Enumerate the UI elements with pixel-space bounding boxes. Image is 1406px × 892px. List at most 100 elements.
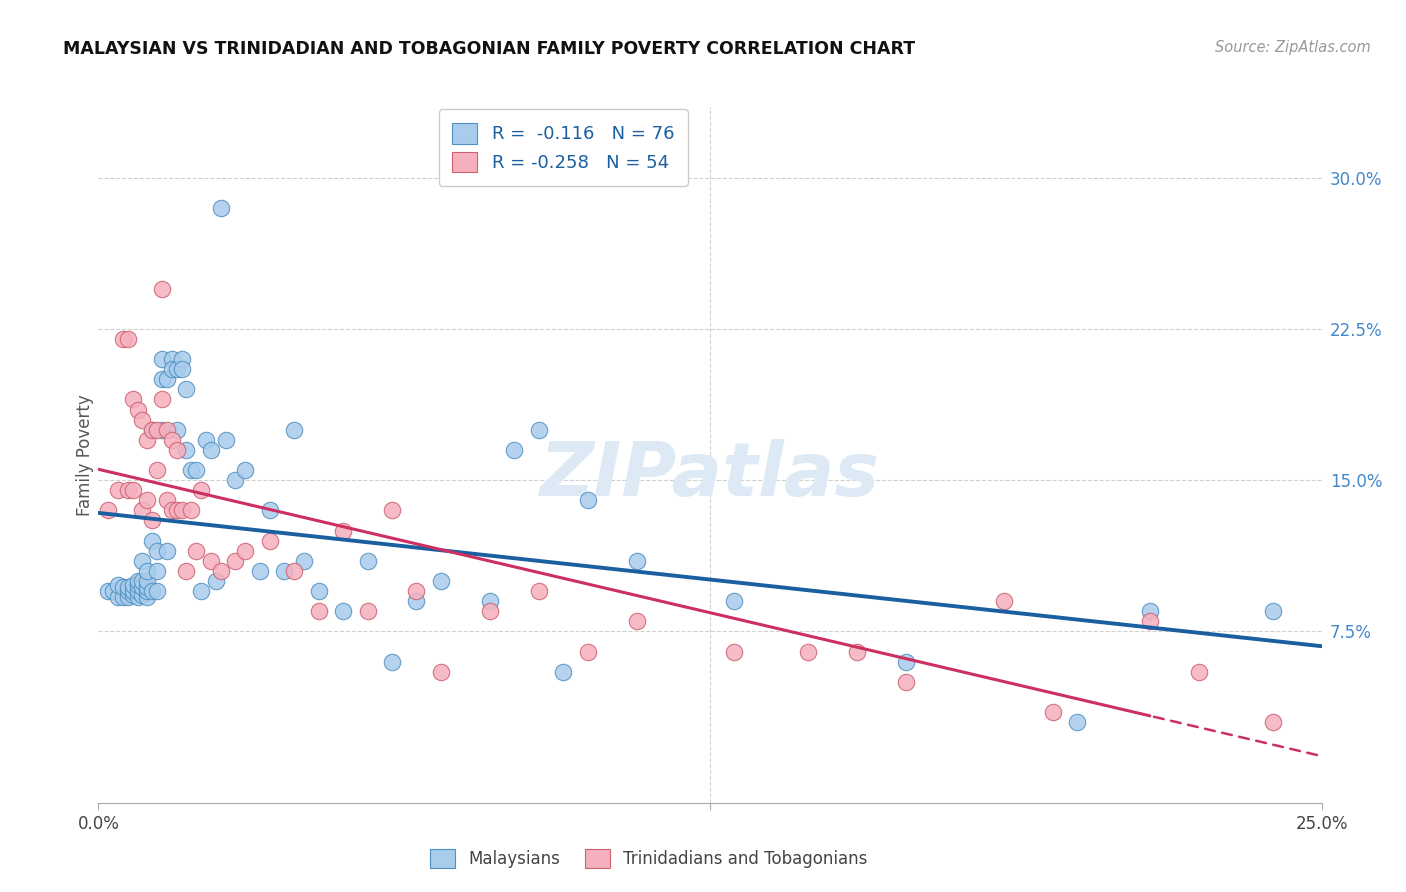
Point [127, 402, 149, 417]
Point [136, 493, 159, 508]
Point [190, 584, 212, 599]
Point [332, 604, 354, 618]
Point [146, 463, 169, 477]
Point [626, 615, 648, 629]
Point [107, 590, 129, 604]
Point [190, 483, 212, 498]
Point [176, 442, 198, 457]
Point [111, 590, 134, 604]
Point [186, 463, 208, 477]
Point [723, 594, 745, 608]
Point [117, 584, 139, 599]
Point [136, 580, 159, 594]
Point [150, 281, 173, 295]
Point [121, 588, 143, 602]
Point [156, 543, 179, 558]
Point [107, 578, 129, 592]
Point [283, 423, 305, 437]
Point [146, 543, 169, 558]
Point [626, 554, 648, 568]
Point [576, 644, 599, 658]
Point [131, 554, 153, 568]
Point [723, 644, 745, 658]
Point [107, 483, 129, 498]
Point [356, 604, 378, 618]
Point [195, 433, 218, 447]
Point [127, 574, 149, 588]
Point [1188, 665, 1211, 679]
Legend: Malaysians, Trinidadians and Tobagonians: Malaysians, Trinidadians and Tobagonians [423, 842, 875, 874]
Point [224, 554, 246, 568]
Point [121, 392, 143, 407]
Point [200, 554, 222, 568]
Point [430, 665, 453, 679]
Point [478, 604, 501, 618]
Point [405, 584, 427, 599]
Point [150, 352, 173, 367]
Point [894, 655, 917, 669]
Point [131, 588, 153, 602]
Point [131, 412, 153, 426]
Point [141, 423, 163, 437]
Point [186, 543, 208, 558]
Point [136, 590, 159, 604]
Point [121, 483, 143, 498]
Point [117, 483, 139, 498]
Point [478, 594, 501, 608]
Point [170, 503, 193, 517]
Point [993, 594, 1015, 608]
Text: ZIPatlas: ZIPatlas [540, 439, 880, 512]
Point [356, 554, 378, 568]
Point [233, 463, 256, 477]
Point [127, 590, 149, 604]
Point [1066, 715, 1088, 730]
Point [156, 493, 179, 508]
Point [209, 201, 232, 215]
Point [381, 655, 404, 669]
Point [146, 423, 169, 437]
Point [166, 442, 188, 457]
Point [283, 564, 305, 578]
Point [259, 503, 281, 517]
Point [797, 644, 820, 658]
Point [273, 564, 295, 578]
Point [894, 674, 917, 689]
Point [527, 423, 550, 437]
Point [117, 590, 139, 604]
Point [176, 564, 198, 578]
Point [121, 584, 143, 599]
Point [111, 332, 134, 346]
Point [205, 574, 228, 588]
Point [259, 533, 281, 548]
Point [117, 332, 139, 346]
Point [101, 584, 124, 599]
Point [131, 574, 153, 588]
Point [527, 584, 550, 599]
Point [127, 578, 149, 592]
Point [176, 383, 198, 397]
Point [308, 604, 330, 618]
Point [180, 503, 202, 517]
Point [160, 503, 183, 517]
Point [292, 554, 315, 568]
Point [136, 574, 159, 588]
Point [553, 665, 575, 679]
Point [127, 584, 149, 599]
Point [166, 423, 188, 437]
Point [121, 578, 143, 592]
Point [150, 392, 173, 407]
Point [576, 493, 599, 508]
Point [845, 644, 868, 658]
Point [1139, 615, 1161, 629]
Point [170, 362, 193, 376]
Point [160, 352, 183, 367]
Point [233, 543, 256, 558]
Point [97, 584, 120, 599]
Point [209, 564, 232, 578]
Point [111, 580, 134, 594]
Point [117, 580, 139, 594]
Point [131, 503, 153, 517]
Point [131, 580, 153, 594]
Point [308, 584, 330, 599]
Point [146, 564, 169, 578]
